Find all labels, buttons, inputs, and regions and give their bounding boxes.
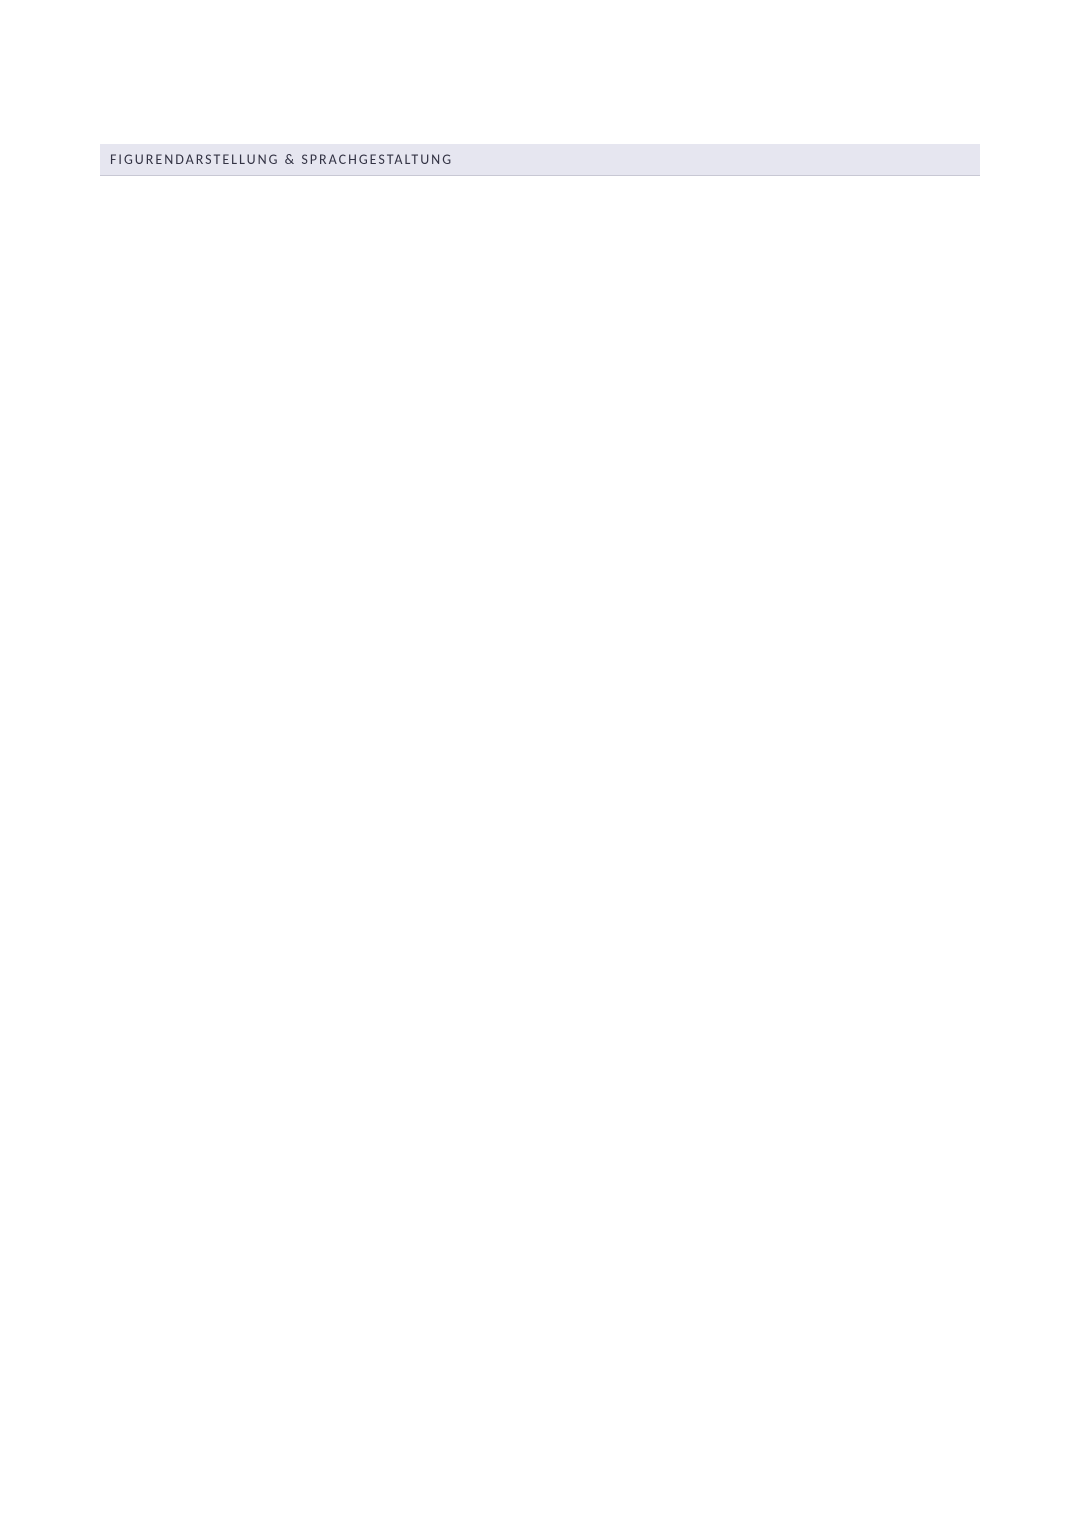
section-heading: FIGURENDARSTELLUNG & SPRACHGESTALTUNG [100, 144, 980, 176]
